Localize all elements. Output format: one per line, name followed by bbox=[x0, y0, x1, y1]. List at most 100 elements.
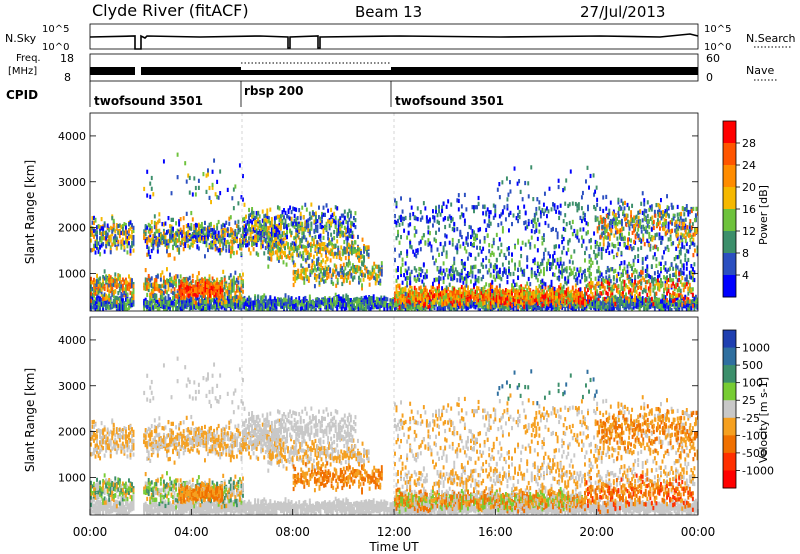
power-cell bbox=[261, 218, 264, 223]
power-cell bbox=[313, 307, 316, 311]
power-cell bbox=[421, 306, 424, 311]
power-cell bbox=[257, 303, 260, 308]
power-cell bbox=[221, 280, 224, 285]
power-cell bbox=[255, 219, 258, 225]
power-cell bbox=[196, 244, 199, 249]
power-cell bbox=[232, 284, 235, 289]
power-cell bbox=[103, 230, 106, 236]
power-cell bbox=[176, 245, 179, 250]
power-cell bbox=[237, 280, 240, 285]
power-cell bbox=[200, 308, 203, 311]
power-cell bbox=[515, 303, 518, 308]
power-cell bbox=[126, 286, 129, 291]
power-cell bbox=[106, 277, 109, 282]
power-cell bbox=[296, 300, 299, 305]
power-cell bbox=[213, 235, 216, 240]
power-cell bbox=[172, 296, 174, 301]
power-cell bbox=[193, 228, 196, 233]
power-cell bbox=[132, 228, 135, 234]
power-cell bbox=[336, 307, 339, 311]
power-cell bbox=[311, 243, 314, 249]
power-cell bbox=[618, 298, 621, 304]
power-cell bbox=[245, 231, 247, 237]
power-cell bbox=[602, 297, 605, 302]
power-cell bbox=[173, 287, 176, 292]
power-cell bbox=[178, 231, 181, 236]
power-cell bbox=[152, 294, 155, 299]
power-cell bbox=[106, 299, 109, 304]
power-cell bbox=[546, 305, 548, 311]
power-cell bbox=[290, 253, 293, 258]
power-cell bbox=[102, 294, 105, 299]
power-cell bbox=[190, 305, 193, 310]
power-cell bbox=[252, 235, 255, 241]
power-cell bbox=[196, 281, 199, 287]
power-cell bbox=[584, 305, 586, 311]
power-cell bbox=[205, 297, 208, 302]
power-cell bbox=[144, 267, 147, 273]
power-cell bbox=[611, 306, 614, 311]
power-cell bbox=[661, 306, 664, 311]
power-cell bbox=[529, 304, 532, 309]
power-cell bbox=[131, 297, 133, 302]
power-cell bbox=[181, 295, 184, 301]
power-cell bbox=[202, 294, 205, 299]
power-cell bbox=[691, 298, 694, 304]
power-cell bbox=[184, 304, 187, 309]
power-cell bbox=[603, 305, 606, 310]
power-cell bbox=[269, 241, 272, 246]
power-cell bbox=[173, 280, 176, 285]
power-cell bbox=[178, 278, 181, 284]
power-cell bbox=[200, 225, 203, 230]
power-cell bbox=[225, 283, 228, 288]
power-cell bbox=[261, 231, 264, 236]
power-cell bbox=[299, 306, 302, 311]
power-cell bbox=[229, 290, 232, 295]
power-cell bbox=[210, 305, 212, 310]
power-cell bbox=[210, 245, 212, 250]
power-cell bbox=[308, 294, 311, 299]
power-cell bbox=[412, 302, 415, 307]
power-cell bbox=[593, 298, 596, 303]
power-cell bbox=[365, 307, 368, 311]
power-cell bbox=[297, 235, 300, 240]
power-cell bbox=[617, 297, 620, 303]
power-cell bbox=[147, 273, 150, 279]
power-cell bbox=[149, 233, 152, 238]
power-cell bbox=[120, 297, 123, 302]
power-cell bbox=[264, 223, 267, 228]
power-cell bbox=[235, 294, 238, 299]
power-cell bbox=[188, 225, 191, 231]
power-cell bbox=[338, 254, 341, 260]
power-cell bbox=[178, 305, 181, 310]
power-cell bbox=[430, 306, 433, 311]
power-cell bbox=[324, 300, 326, 305]
power-cell bbox=[470, 299, 472, 304]
power-cell bbox=[257, 217, 260, 222]
power-cell bbox=[366, 299, 369, 305]
power-cell bbox=[331, 242, 334, 247]
power-cell bbox=[144, 238, 147, 244]
power-cell bbox=[179, 306, 182, 311]
power-cell bbox=[567, 294, 570, 299]
power-cell bbox=[150, 220, 153, 225]
power-cell bbox=[360, 254, 362, 260]
power-cell bbox=[235, 250, 238, 255]
power-cell bbox=[207, 247, 209, 253]
power-cell bbox=[178, 219, 181, 224]
power-cell bbox=[235, 238, 238, 243]
power-cell bbox=[293, 248, 296, 253]
power-cell bbox=[180, 279, 183, 284]
power-cell bbox=[167, 296, 170, 301]
power-cell bbox=[100, 243, 103, 248]
power-cell bbox=[149, 301, 152, 306]
power-cell bbox=[267, 238, 270, 243]
power-cell bbox=[129, 297, 132, 302]
power-cell bbox=[612, 305, 615, 310]
power-cell bbox=[196, 232, 199, 237]
power-cell bbox=[102, 274, 105, 280]
power-cell bbox=[185, 302, 188, 308]
power-cell bbox=[335, 252, 338, 257]
power-cell bbox=[240, 294, 243, 299]
power-cell bbox=[220, 304, 223, 309]
